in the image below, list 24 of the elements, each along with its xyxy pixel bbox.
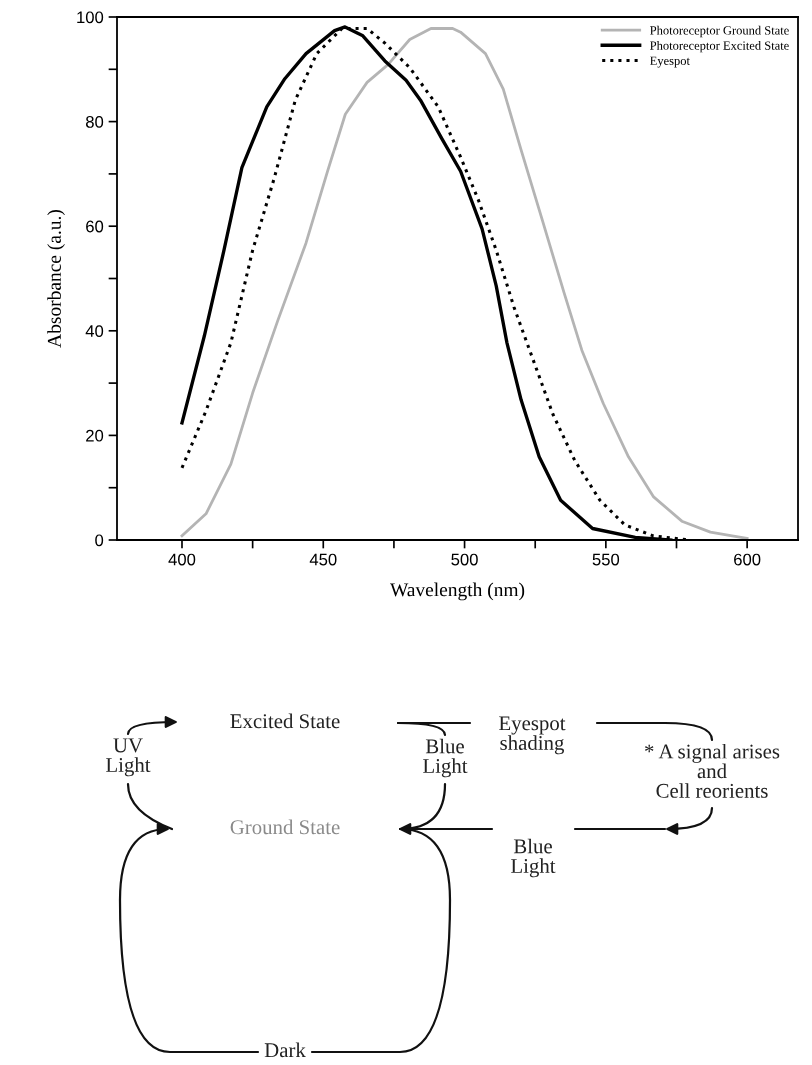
text: Dark bbox=[264, 1042, 306, 1058]
text: UV Light bbox=[106, 738, 151, 777]
text: * A signal arises and Cell reorients bbox=[645, 743, 780, 798]
y-axis-title: Absorbance (a.u.) bbox=[47, 209, 65, 348]
y-tick-label: 60 bbox=[86, 220, 104, 233]
y-tick-label: 20 bbox=[86, 429, 104, 442]
x-tick-label: 500 bbox=[451, 553, 478, 566]
y-tick-label: 40 bbox=[85, 325, 104, 337]
legend-label: Photoreceptor Ground State bbox=[650, 25, 789, 38]
text: Excited State bbox=[230, 713, 340, 729]
legend-label: Eyespot bbox=[650, 56, 690, 68]
legend-label: Photoreceptor Excited State bbox=[650, 40, 789, 53]
y-tick-label: 80 bbox=[85, 116, 104, 128]
text: Blue Light bbox=[511, 838, 556, 878]
x-tick-label: 450 bbox=[309, 553, 337, 566]
text: Eyespot shading bbox=[499, 716, 566, 755]
text: Ground State bbox=[230, 819, 340, 835]
x-tick-label: 550 bbox=[592, 553, 620, 566]
y-tick-label: 0 bbox=[95, 534, 104, 547]
x-tick-label: 400 bbox=[168, 553, 196, 566]
x-axis-title: Wavelength (nm) bbox=[390, 582, 525, 601]
text: Blue Light bbox=[423, 738, 468, 778]
y-tick-label: 100 bbox=[77, 11, 104, 24]
x-tick-label: 600 bbox=[734, 553, 761, 566]
